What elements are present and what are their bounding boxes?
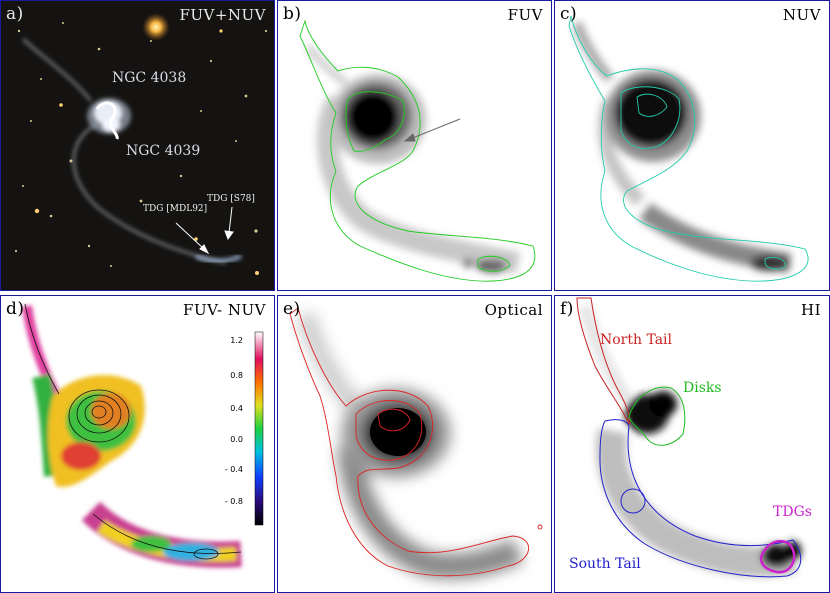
panel-b-fuv: b) FUV	[277, 0, 552, 291]
colorbar-tick: 0.0	[230, 435, 243, 444]
panel-a-fuv-nuv-composite: a) FUV+NUV NGC 4038 NGC 4039 TDG [S78] T…	[0, 0, 275, 291]
panel-c-nuv: c) NUV	[554, 0, 830, 291]
nuv-contours	[568, 15, 809, 282]
disks-region	[628, 386, 686, 446]
colorbar-tick: - 0.8	[224, 497, 243, 506]
panel-e-image	[289, 307, 543, 580]
panel-e-title: Optical	[484, 301, 543, 319]
colorbar-tick: 0.8	[230, 371, 243, 380]
bright-star	[142, 13, 170, 41]
tidal-tails	[21, 37, 227, 265]
panel-d-fuv-nuv-color: d) FUV- NUV 1.2 0.8 0.4 0.0 - 0.4 - 0.8	[0, 295, 275, 593]
panel-b-image	[299, 19, 536, 282]
panel-a-label: a)	[6, 4, 24, 24]
colorbar-tick: 0.4	[230, 404, 243, 413]
ngc4039-label: NGC 4039	[126, 143, 201, 159]
tdgs-region	[759, 539, 796, 574]
colorbar-tick: - 0.4	[224, 465, 243, 474]
panel-e-optical: e) Optical	[277, 295, 552, 593]
panel-d-label: d)	[6, 299, 25, 319]
tdg-arrows	[175, 206, 234, 255]
panel-a-title: FUV+NUV	[179, 6, 266, 24]
fuv-emission	[304, 43, 521, 274]
fuv-contours	[299, 19, 536, 282]
colorbar-tick: 1.2	[230, 336, 243, 345]
panel-f-hi: f) HI North Tail Disks TDGs South Tail	[554, 295, 830, 593]
panel-c-title: NUV	[782, 6, 821, 24]
panel-c-image	[568, 15, 809, 282]
south-tail-region	[599, 419, 802, 578]
panel-f-image	[576, 297, 802, 578]
panel-d-title: FUV- NUV	[183, 301, 266, 319]
nuv-emission	[572, 21, 792, 273]
panel-d-image	[22, 303, 264, 568]
panel-f-title: HI	[800, 301, 821, 319]
colorbar	[254, 331, 264, 526]
disks-label: Disks	[683, 380, 722, 396]
north-tail-region	[576, 297, 630, 426]
color-map	[22, 305, 242, 568]
tdg-mdl92-label: TDG [MDL92]	[143, 204, 208, 214]
panel-b-label: b)	[283, 4, 302, 24]
panel-a-image	[14, 13, 268, 275]
panel-e-label: e)	[283, 299, 301, 319]
d-contours	[24, 303, 242, 560]
south-tail-label: South Tail	[569, 556, 641, 572]
north-tail-label: North Tail	[600, 332, 673, 348]
panel-f-label: f)	[560, 299, 574, 319]
panel-c-label: c)	[560, 4, 578, 24]
background-stars	[14, 22, 268, 267]
tdg-s78-label: TDG [S78]	[207, 194, 255, 204]
ngc4038-label: NGC 4038	[112, 70, 187, 86]
panel-b-title: FUV	[507, 6, 543, 24]
tdgs-label: TDGs	[773, 504, 812, 520]
optical-contours	[289, 307, 543, 577]
